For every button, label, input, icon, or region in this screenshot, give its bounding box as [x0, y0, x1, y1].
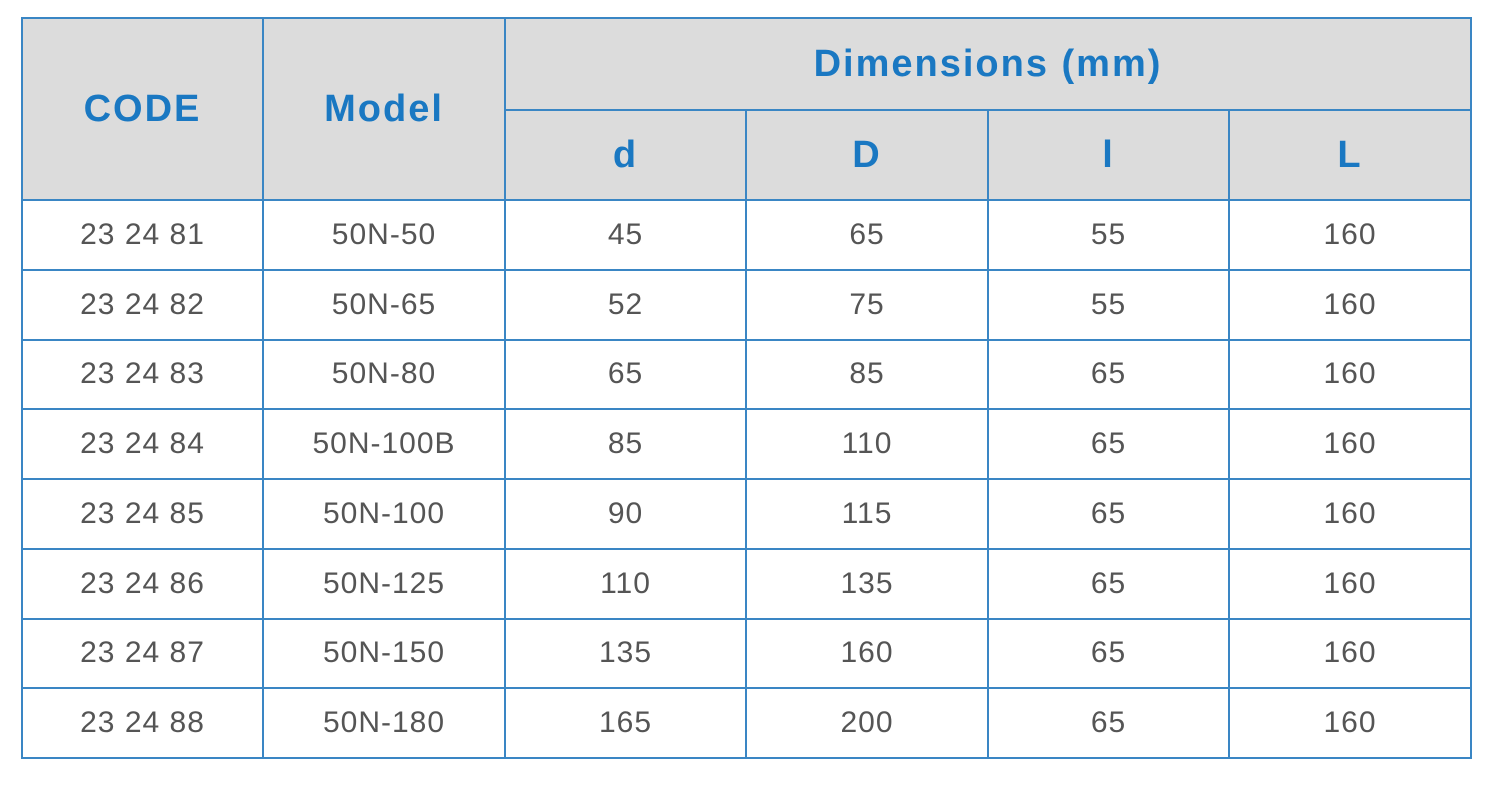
table-cell: 23 24 88 [21, 687, 264, 759]
table-cell: 23 24 81 [21, 199, 264, 271]
table-cell: 85 [745, 338, 989, 411]
header-cell: L [1228, 109, 1472, 201]
table-cell: 65 [987, 617, 1230, 690]
header-cell: CODE [21, 17, 264, 201]
table-cell: 90 [504, 478, 747, 550]
table-cell: 50N-80 [262, 338, 506, 411]
table-cell: 23 24 87 [21, 617, 264, 690]
table-cell: 160 [745, 617, 989, 690]
table-cell: 135 [745, 547, 989, 620]
table-cell: 160 [1228, 408, 1472, 480]
table-cell: 23 24 83 [21, 338, 264, 411]
table-cell: 45 [504, 199, 747, 271]
table-cell: 160 [1228, 199, 1472, 271]
table-cell: 75 [745, 268, 989, 341]
table-cell: 50N-100 [262, 478, 506, 550]
table-cell: 55 [987, 199, 1230, 271]
table-cell: 85 [504, 408, 747, 480]
header-group: Dimensions (mm) [504, 17, 1472, 111]
table-cell: 160 [1228, 617, 1472, 690]
table-cell: 65 [987, 338, 1230, 411]
table-cell: 50N-100B [262, 408, 506, 480]
table-cell: 160 [1228, 338, 1472, 411]
table-cell: 23 24 86 [21, 547, 264, 620]
table-cell: 160 [1228, 268, 1472, 341]
table-cell: 115 [745, 478, 989, 550]
table-cell: 165 [504, 687, 747, 759]
table-cell: 110 [504, 547, 747, 620]
header-cell: l [987, 109, 1230, 201]
table-cell: 52 [504, 268, 747, 341]
table-cell: 55 [987, 268, 1230, 341]
table-cell: 110 [745, 408, 989, 480]
table-cell: 135 [504, 617, 747, 690]
table-cell: 50N-125 [262, 547, 506, 620]
table-cell: 65 [987, 687, 1230, 759]
table-cell: 50N-65 [262, 268, 506, 341]
table-cell: 65 [987, 408, 1230, 480]
table-cell: 50N-180 [262, 687, 506, 759]
table-cell: 160 [1228, 687, 1472, 759]
table-cell: 23 24 84 [21, 408, 264, 480]
table-cell: 160 [1228, 478, 1472, 550]
table-cell: 65 [987, 478, 1230, 550]
table-cell: 23 24 85 [21, 478, 264, 550]
header-cell: Model [262, 17, 506, 201]
table-cell: 50N-50 [262, 199, 506, 271]
table-cell: 50N-150 [262, 617, 506, 690]
table-cell: 65 [504, 338, 747, 411]
table-cell: 160 [1228, 547, 1472, 620]
header-cell: d [504, 109, 747, 201]
table-cell: 200 [745, 687, 989, 759]
table-cell: 23 24 82 [21, 268, 264, 341]
table-cell: 65 [745, 199, 989, 271]
header-cell: D [745, 109, 989, 201]
table-cell: 65 [987, 547, 1230, 620]
